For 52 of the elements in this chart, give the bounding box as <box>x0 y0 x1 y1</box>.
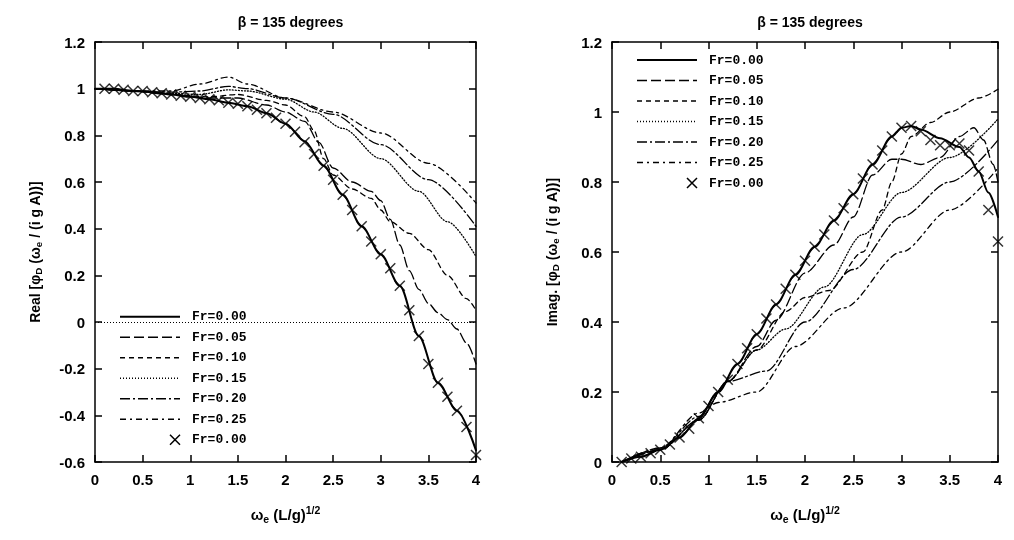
legend-label: Fr=0.00 <box>192 432 247 448</box>
x-tick-label: 1 <box>186 471 195 488</box>
y-tick-label: 1 <box>593 103 602 121</box>
legend-label: Fr=0.25 <box>709 155 764 170</box>
y-tick-label: 0.2 <box>64 266 85 284</box>
x-tick-label: 4 <box>993 471 1003 488</box>
x-tick-label: 2 <box>281 471 290 488</box>
x-tick-label: 2 <box>800 471 810 488</box>
x-tick-label: 2.5 <box>842 471 864 488</box>
x-tick-label: 0.5 <box>132 471 154 488</box>
x-tick-label: 3.5 <box>417 471 439 488</box>
y-tick-label: -0.6 <box>59 453 85 471</box>
x-tick-label: 4 <box>471 471 481 488</box>
x-tick-label: 3 <box>376 471 385 488</box>
x-tick-label: 1 <box>704 471 713 488</box>
legend-label: Fr=0.25 <box>192 411 247 427</box>
y-tick-label: 1 <box>76 80 85 98</box>
legend-label: Fr=0.15 <box>709 114 764 129</box>
chart-title: β = 135 degrees <box>757 14 863 30</box>
legend-label: Fr=0.20 <box>709 134 764 150</box>
legend-label: Fr=0.05 <box>192 329 247 345</box>
x-tick-label: 1.5 <box>746 471 768 488</box>
y-tick-label: -0.4 <box>59 406 86 424</box>
y-tick-label: 0 <box>593 453 602 471</box>
y-tick-label: 0.2 <box>581 383 602 401</box>
y-axis-title: Real [φD (ωe / (i g A))] <box>26 181 44 323</box>
y-tick-label: 0.8 <box>581 173 602 191</box>
y-tick-label: 0.4 <box>581 313 603 331</box>
x-tick-label: 0 <box>607 471 617 488</box>
chart-title: β = 135 degrees <box>237 14 344 30</box>
x-tick-label: 3 <box>897 471 906 488</box>
legend-label: Fr=0.00 <box>709 52 764 68</box>
legend-label: Fr=0.15 <box>192 370 247 386</box>
legend-label: Fr=0.00 <box>709 175 764 191</box>
legend-label: Fr=0.10 <box>192 350 247 366</box>
y-tick-label: 0.6 <box>64 173 85 191</box>
x-tick-label: 3.5 <box>939 471 961 488</box>
legend-label: Fr=0.10 <box>709 93 764 109</box>
x-tick-label: 2.5 <box>322 471 344 488</box>
y-tick-label: 1.2 <box>581 33 602 51</box>
y-tick-label: 1.2 <box>64 33 85 51</box>
y-tick-label: 0.6 <box>581 243 602 261</box>
legend-label: Fr=0.20 <box>192 391 247 407</box>
x-tick-label: 0.5 <box>649 471 671 488</box>
y-tick-label: 0 <box>76 313 85 331</box>
legend-label: Fr=0.00 <box>192 309 247 325</box>
y-tick-label: -0.2 <box>59 360 85 378</box>
x-tick-label: 0 <box>90 471 100 488</box>
y-tick-label: 0.4 <box>64 220 86 238</box>
x-tick-label: 1.5 <box>227 471 249 488</box>
legend-label: Fr=0.05 <box>709 73 764 88</box>
y-tick-label: 0.8 <box>64 126 85 144</box>
